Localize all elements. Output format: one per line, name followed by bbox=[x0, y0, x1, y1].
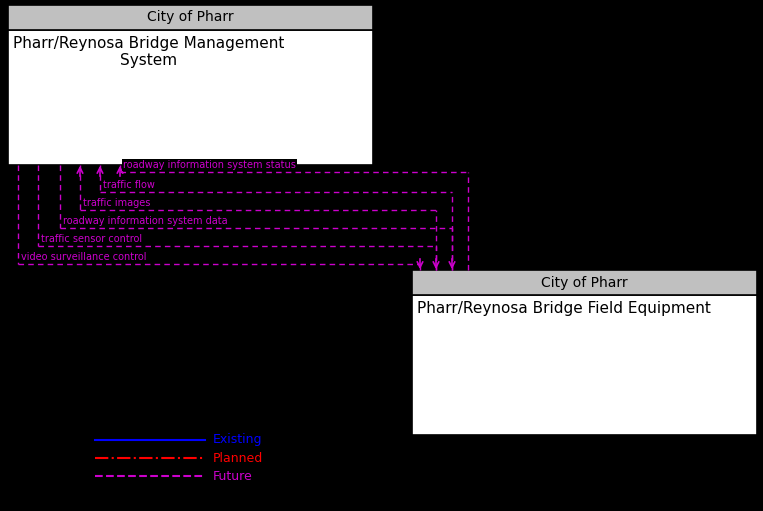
Bar bbox=[412, 295, 757, 435]
Text: Planned: Planned bbox=[213, 452, 263, 464]
Text: roadway information system data: roadway information system data bbox=[63, 216, 227, 226]
Text: City of Pharr: City of Pharr bbox=[147, 11, 233, 25]
Text: video surveillance control: video surveillance control bbox=[21, 252, 146, 262]
Text: traffic flow: traffic flow bbox=[103, 180, 155, 190]
Text: Pharr/Reynosa Bridge Management
System: Pharr/Reynosa Bridge Management System bbox=[13, 36, 285, 68]
Bar bbox=[8, 5, 373, 30]
Text: Future: Future bbox=[213, 470, 253, 482]
Text: traffic images: traffic images bbox=[83, 198, 150, 208]
Text: Existing: Existing bbox=[213, 433, 262, 447]
Text: roadway information system status: roadway information system status bbox=[123, 160, 296, 170]
Text: traffic sensor control: traffic sensor control bbox=[41, 234, 142, 244]
Bar bbox=[8, 30, 373, 165]
Text: Pharr/Reynosa Bridge Field Equipment: Pharr/Reynosa Bridge Field Equipment bbox=[417, 301, 711, 316]
Text: City of Pharr: City of Pharr bbox=[541, 275, 628, 290]
Bar bbox=[412, 270, 757, 295]
